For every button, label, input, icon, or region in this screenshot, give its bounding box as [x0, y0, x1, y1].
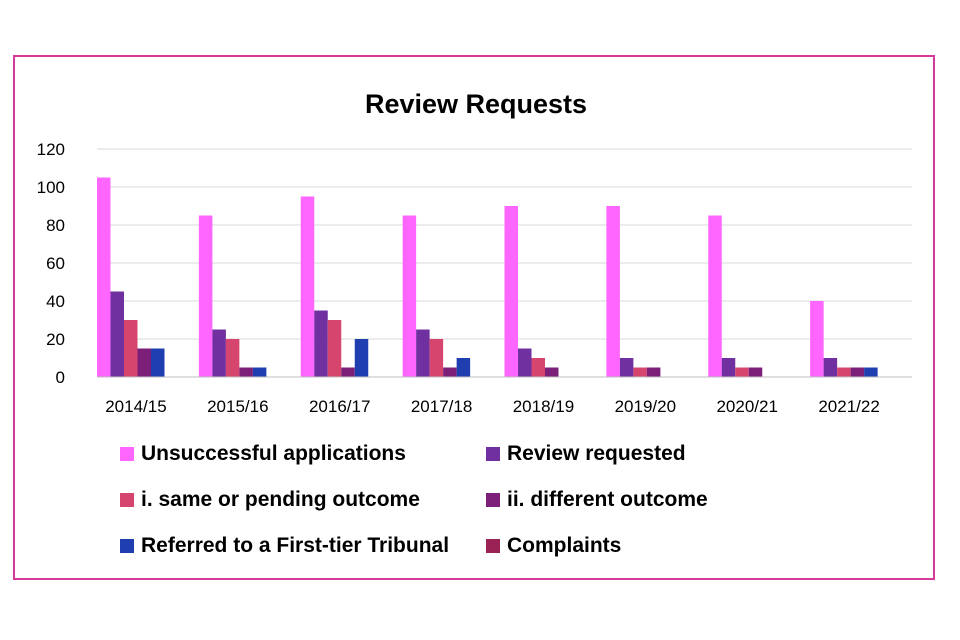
- bar: [341, 367, 355, 377]
- y-tick-label: 0: [56, 368, 65, 387]
- bar: [748, 367, 763, 377]
- legend-label: ii. different outcome: [507, 488, 708, 511]
- bar: [252, 367, 267, 377]
- bar: [137, 348, 151, 377]
- bar: [429, 339, 444, 377]
- x-tick-label: 2016/17: [309, 397, 370, 416]
- bar: [518, 348, 532, 377]
- y-tick-label: 100: [37, 178, 65, 197]
- bar: [327, 320, 342, 377]
- x-tick-label: 2014/15: [105, 397, 166, 416]
- legend-item: Unsuccessful applications: [120, 442, 406, 466]
- bar: [864, 367, 878, 377]
- bar: [606, 206, 620, 377]
- legend-item: Review requested: [486, 442, 686, 466]
- chart-title: Review Requests: [364, 89, 588, 119]
- bar: [124, 320, 138, 377]
- bar: [850, 367, 865, 377]
- legend-swatch: [486, 447, 500, 461]
- bar: [300, 196, 315, 377]
- bar: [443, 367, 457, 377]
- chart-plot: 0 20 40 60 80 100 120 2014/15 2015/16 2016/17 2017…: [37, 140, 912, 416]
- legend-label: Review requested: [507, 442, 686, 465]
- bar: [151, 348, 165, 377]
- legend-swatch: [120, 447, 134, 461]
- bar: [810, 301, 824, 377]
- x-tick-label: 2017/18: [411, 397, 472, 416]
- y-tick-label: 120: [37, 140, 65, 159]
- bar: [837, 367, 851, 377]
- y-tick-label: 80: [46, 216, 65, 235]
- bar: [823, 358, 838, 377]
- bar: [354, 339, 369, 377]
- bar: [735, 367, 749, 377]
- bar: [721, 358, 736, 377]
- legend-swatch: [120, 493, 134, 507]
- bar: [402, 215, 417, 377]
- y-tick-label: 40: [46, 292, 65, 311]
- bar: [708, 215, 722, 377]
- legend-swatch: [486, 493, 500, 507]
- bar: [314, 310, 328, 377]
- x-tick-label: 2021/22: [818, 397, 879, 416]
- bar: [456, 358, 471, 377]
- chart-frame: Review Requests 0 20 40 60 80 100 120 2014/15 20…: [13, 55, 935, 580]
- legend-item: Referred to a First-tier Tribunal: [120, 534, 449, 558]
- bar: [545, 367, 559, 377]
- bar: [97, 177, 111, 377]
- legend-label: Unsuccessful applications: [141, 442, 406, 465]
- x-tick-label: 2020/21: [716, 397, 777, 416]
- bar: [110, 291, 124, 377]
- legend-item: i. same or pending outcome: [120, 488, 420, 512]
- legend-label: i. same or pending outcome: [141, 488, 420, 511]
- bar: [504, 206, 518, 377]
- bar: [416, 329, 430, 377]
- bar: [646, 367, 661, 377]
- y-tick-label: 20: [46, 330, 65, 349]
- x-tick-label: 2019/20: [615, 397, 676, 416]
- bar: [198, 215, 213, 377]
- legend-item: ii. different outcome: [486, 488, 708, 512]
- bar: [633, 367, 647, 377]
- x-tick-label: 2015/16: [207, 397, 268, 416]
- x-tick-label: 2018/19: [513, 397, 574, 416]
- bar: [239, 367, 253, 377]
- legend-item: Complaints: [486, 534, 621, 558]
- legend-swatch: [120, 539, 134, 553]
- legend-label: Complaints: [507, 534, 622, 557]
- bar: [212, 329, 226, 377]
- bar: [225, 339, 240, 377]
- legend-label: Referred to a First-tier Tribunal: [141, 534, 450, 557]
- legend-swatch: [486, 539, 500, 553]
- y-tick-label: 60: [46, 254, 65, 273]
- bar: [531, 358, 545, 377]
- bar: [619, 358, 634, 377]
